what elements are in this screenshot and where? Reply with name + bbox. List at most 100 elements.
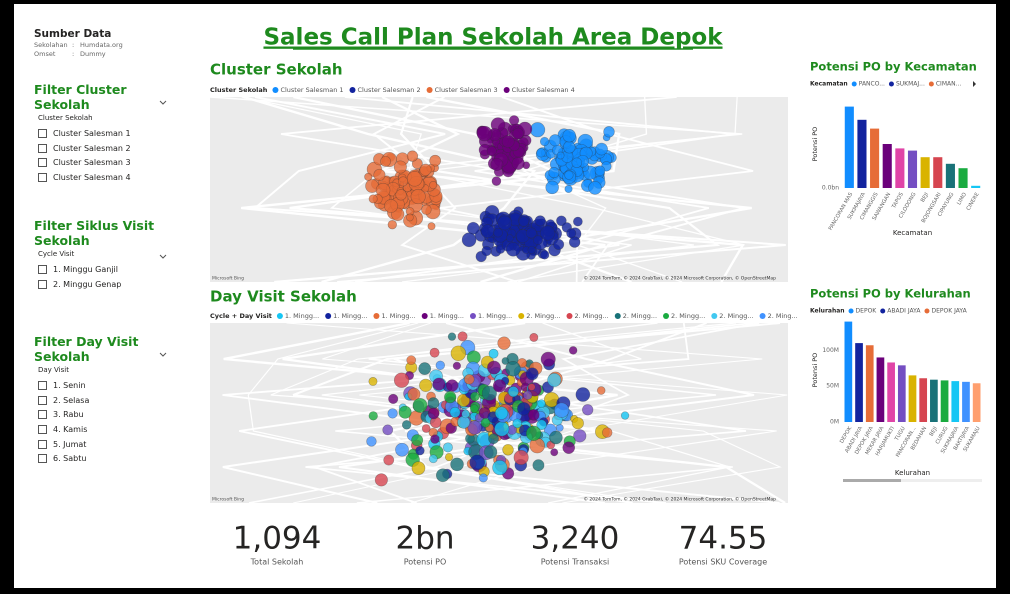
bar xyxy=(972,383,981,422)
checkbox[interactable] xyxy=(38,439,47,449)
checkbox[interactable] xyxy=(38,279,47,289)
kpi-value: 1,094 xyxy=(233,521,322,557)
map-point xyxy=(549,134,562,147)
checkbox[interactable] xyxy=(38,158,47,168)
legend-marker xyxy=(614,313,621,319)
map-point xyxy=(525,227,537,239)
source-cell: : xyxy=(72,41,74,49)
slicer-item[interactable]: 6. Sabtu xyxy=(38,451,174,466)
slicer-item[interactable]: 4. Kamis xyxy=(38,422,174,437)
map-point xyxy=(525,425,542,442)
map-point xyxy=(415,446,425,456)
legend-label: 2. Mingg... xyxy=(719,312,753,320)
legend-marker xyxy=(325,313,332,319)
slicer-item[interactable]: Cluster Salesman 4 xyxy=(38,170,174,185)
map-point xyxy=(430,434,440,444)
map-point xyxy=(525,367,539,381)
slicer-item[interactable]: Cluster Salesman 3 xyxy=(38,155,174,170)
checkbox[interactable] xyxy=(38,395,47,405)
item-label: 6. Sabtu xyxy=(53,454,87,464)
map-point xyxy=(393,160,407,174)
checkbox[interactable] xyxy=(38,128,47,138)
legend-marker xyxy=(880,308,886,314)
legend-title: Cycle + Day Visit xyxy=(210,312,272,320)
map-point xyxy=(540,351,556,367)
legend-label: SUKMAJ... xyxy=(896,81,925,88)
legend-marker xyxy=(851,81,857,87)
scrollbar-thumb[interactable] xyxy=(843,479,901,482)
visual-title: Cluster Sekolah xyxy=(210,61,343,79)
legend-marker xyxy=(421,313,428,319)
map-road xyxy=(247,322,659,504)
y-tick-label: 100M xyxy=(822,347,839,354)
legend-title: Cluster Sekolah xyxy=(210,86,268,94)
map-point xyxy=(571,417,584,430)
slicer-item[interactable]: 2. Selasa xyxy=(38,393,174,408)
map-point xyxy=(478,473,488,483)
checkbox[interactable] xyxy=(38,264,47,274)
slicer-item[interactable]: 5. Jumat xyxy=(38,437,174,452)
map-point xyxy=(464,374,475,385)
map-point xyxy=(393,372,410,388)
map-point xyxy=(398,176,409,187)
map-point xyxy=(466,221,480,235)
source-cell: Dummy xyxy=(80,50,106,58)
map-point xyxy=(398,405,412,419)
checkbox[interactable] xyxy=(38,143,47,153)
slicer-item[interactable]: Cluster Salesman 1 xyxy=(38,126,174,141)
map-point xyxy=(384,199,398,213)
checkbox[interactable] xyxy=(38,454,47,464)
map-point xyxy=(532,459,545,472)
checkbox[interactable] xyxy=(38,424,47,434)
legend-marker xyxy=(566,313,573,319)
slicer-item[interactable]: 1. Senin xyxy=(38,378,174,393)
source-cell: : xyxy=(72,50,74,58)
map-point xyxy=(588,181,602,195)
bar xyxy=(930,379,938,422)
checkbox[interactable] xyxy=(38,410,47,420)
visual-title: Day Visit Sekolah xyxy=(210,288,357,306)
map-point xyxy=(444,391,457,404)
slicer: Filter Cluster Sekolah Cluster Sekolah Clu… xyxy=(34,82,174,185)
slicer-item[interactable]: 1. Minggu Ganjil xyxy=(38,262,174,277)
legend-marker xyxy=(711,313,718,319)
item-label: 1. Minggu Ganjil xyxy=(53,264,118,274)
slicer-item[interactable]: Cluster Salesman 2 xyxy=(38,141,174,156)
map-point xyxy=(488,433,499,445)
legend-marker xyxy=(848,308,854,314)
checkbox[interactable] xyxy=(38,172,47,182)
slicer-title: Filter Day Visit Sekolah xyxy=(34,334,139,364)
bar xyxy=(887,362,895,422)
map-point xyxy=(497,336,511,350)
map-point xyxy=(582,404,594,416)
map-point xyxy=(563,140,576,154)
legend-label: 1. Mingg... xyxy=(381,312,415,320)
y-tick-label: 0.0bn xyxy=(822,185,839,192)
map-point xyxy=(450,345,467,362)
slicer-item[interactable]: 2. Minggu Genap xyxy=(38,277,174,292)
slicer-item[interactable]: 3. Rabu xyxy=(38,407,174,422)
map-point xyxy=(539,250,550,260)
map-credit: © 2024 TomTom, © 2024 GrabTaxi, © 2024 M… xyxy=(583,496,776,503)
map-point xyxy=(553,402,570,418)
kpi-value: 74.55 xyxy=(679,521,768,557)
kpi-value: 3,240 xyxy=(531,521,620,557)
legend-marker xyxy=(663,313,670,319)
map-point xyxy=(594,165,606,177)
map-point xyxy=(507,386,519,398)
map-point xyxy=(568,236,581,248)
map-point xyxy=(467,420,482,435)
map-point xyxy=(505,234,514,243)
map-point xyxy=(461,232,477,248)
chevron xyxy=(159,352,167,357)
kpi-label: Potensi SKU Coverage xyxy=(679,558,767,567)
map-point xyxy=(419,378,433,392)
legend-title: Kelurahan xyxy=(810,308,845,315)
map-point xyxy=(457,331,468,342)
slicer-title: Filter Siklus Visit Sekolah xyxy=(34,218,155,248)
slicer-field: Cluster Sekolah xyxy=(38,114,93,122)
bar xyxy=(958,168,968,188)
checkbox[interactable] xyxy=(38,380,47,390)
source-cell: Omset xyxy=(34,50,56,58)
map-point xyxy=(481,385,497,401)
